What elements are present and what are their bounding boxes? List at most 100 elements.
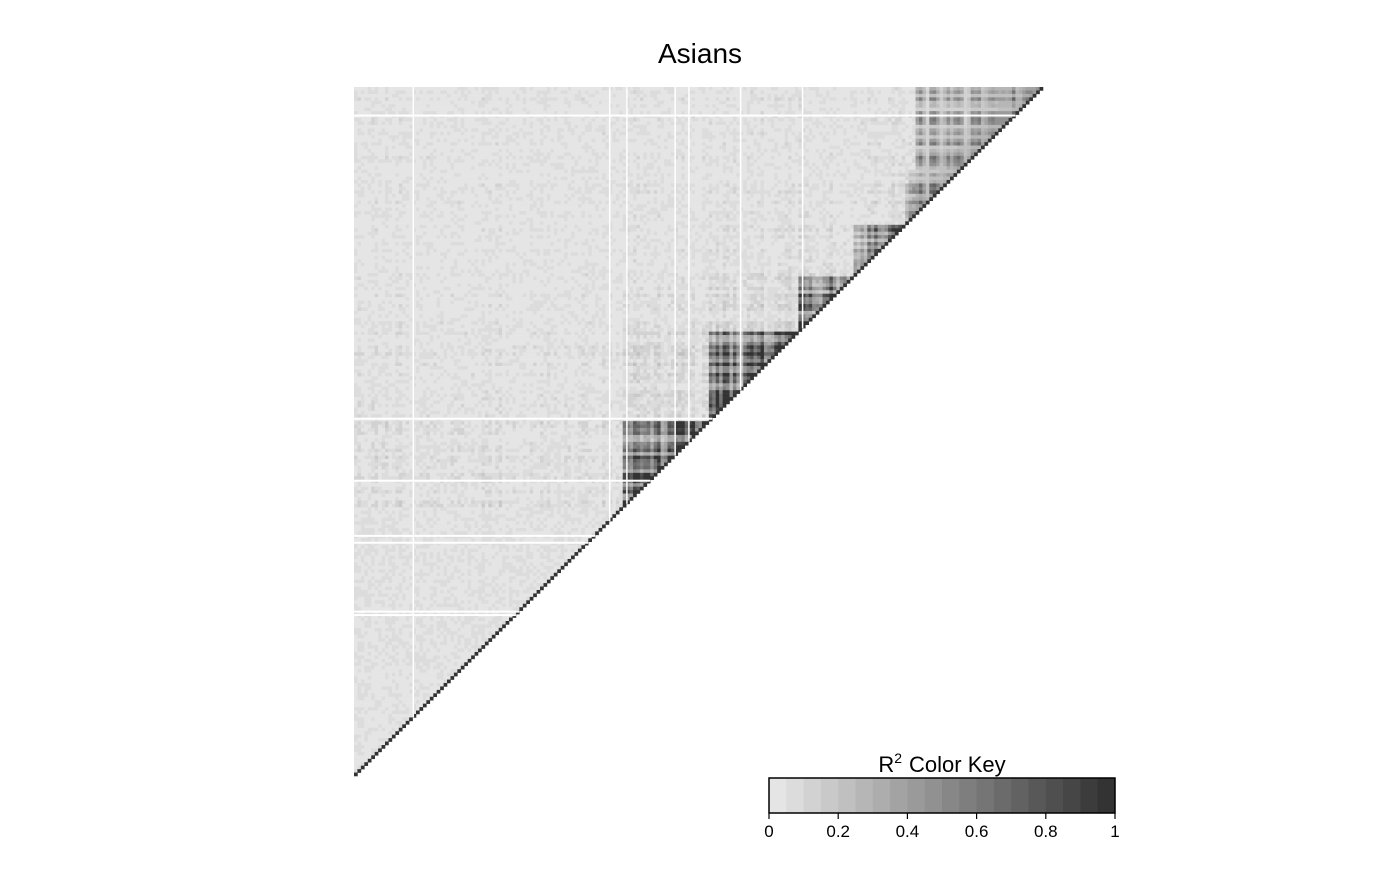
- ld-cell-run: [791, 266, 799, 270]
- ld-cell-run: [815, 166, 820, 170]
- ld-cell-run: [639, 166, 644, 170]
- ld-cell-run: [887, 121, 892, 126]
- ld-cell-run: [874, 224, 878, 229]
- ld-cell-run: [794, 121, 813, 126]
- ld-cell-run: [639, 87, 665, 91]
- ld-cell-run: [643, 183, 648, 188]
- ld-cell-run: [595, 204, 599, 208]
- ld-cell-run: [774, 279, 779, 284]
- ld-cell-run: [877, 224, 885, 229]
- ld-cell-run: [963, 152, 968, 157]
- ld-cell-run: [936, 111, 940, 115]
- ld-cell-run: [595, 231, 599, 236]
- ld-cell-run: [887, 186, 892, 191]
- ld-cell-run: [595, 238, 613, 243]
- ld-cell-run: [677, 155, 682, 160]
- ld-cell-run: [612, 135, 617, 139]
- ld-cell-run: [805, 149, 810, 153]
- ld-cell-run: [453, 104, 458, 108]
- ld-cell-run: [636, 279, 644, 284]
- ld-cell-run: [664, 200, 668, 205]
- ld-cell-run: [626, 166, 630, 170]
- ld-cell-run: [946, 90, 951, 95]
- ld-cell-run: [629, 159, 634, 164]
- ld-cell-run: [443, 293, 451, 298]
- ld-cell-run: [646, 200, 651, 205]
- ld-cell-run: [743, 224, 751, 229]
- ld-cell-run: [664, 100, 682, 105]
- ld-cell-run: [860, 173, 865, 177]
- ld-cell-run: [825, 214, 830, 219]
- ld-cell-run: [788, 155, 792, 160]
- ld-cell-run: [722, 279, 727, 284]
- ld-cell-run: [839, 162, 854, 167]
- ld-cell-run: [584, 128, 593, 133]
- ld-cell-run: [967, 131, 971, 136]
- ld-cell-run: [867, 231, 872, 236]
- ld-cell-run: [767, 149, 772, 153]
- ld-cell-run: [763, 228, 768, 232]
- ld-cell-run: [478, 128, 489, 133]
- ld-cell-run: [1012, 107, 1020, 112]
- ld-cell-run: [829, 145, 841, 150]
- ld-cell-run: [557, 87, 568, 91]
- ld-cell-run: [832, 235, 851, 239]
- ld-cell-run: [536, 197, 544, 201]
- ld-cell-run: [918, 200, 923, 205]
- ld-cell-run: [1012, 100, 1016, 105]
- ld-cell-run: [784, 276, 792, 281]
- ld-cell-run: [512, 204, 530, 208]
- ld-cell-run: [436, 166, 451, 170]
- ld-cell-run: [863, 176, 906, 181]
- ld-cell-run: [781, 221, 792, 226]
- ld-cell-run: [901, 97, 906, 102]
- ld-cell-run: [946, 180, 951, 184]
- ld-cell-run: [984, 118, 989, 122]
- ld-cell-run: [481, 176, 486, 181]
- ld-cell-run: [612, 131, 617, 136]
- ld-cell-run: [584, 97, 627, 102]
- ld-cell-run: [891, 228, 903, 232]
- ld-cell-run: [726, 90, 730, 95]
- ld-cell-run: [405, 283, 410, 288]
- ld-cell-run: [657, 255, 668, 260]
- ld-cell-run: [512, 104, 544, 108]
- ld-cell-run: [374, 293, 379, 298]
- ld-cell-run: [670, 97, 675, 102]
- ld-cell-run: [674, 97, 679, 102]
- ld-cell-run: [543, 121, 565, 126]
- ld-cell-run: [763, 231, 775, 236]
- ld-cell-run: [529, 207, 534, 212]
- ld-cell-run: [977, 97, 982, 102]
- ld-cell-run: [564, 238, 572, 243]
- ld-cell-run: [495, 228, 499, 232]
- ld-cell-run: [457, 190, 462, 195]
- ld-cell-run: [946, 128, 951, 133]
- ld-cell-run: [777, 273, 785, 277]
- ld-cell-run: [791, 104, 799, 108]
- ld-cell-run: [746, 159, 751, 164]
- ld-cell-run: [657, 248, 665, 253]
- ld-cell-run: [805, 138, 813, 143]
- ld-cell-run: [371, 104, 375, 108]
- ld-cell-run: [798, 162, 810, 167]
- ld-cell-run: [646, 142, 651, 146]
- ld-cell-run: [484, 93, 493, 98]
- ld-cell-run: [791, 231, 803, 236]
- ld-cell-run: [839, 286, 844, 291]
- ld-cell-run: [615, 131, 620, 136]
- ld-cell-run: [581, 97, 586, 102]
- ld-cell-run: [908, 217, 913, 222]
- ld-cell-run: [732, 283, 744, 288]
- ld-cell-run: [980, 138, 985, 143]
- ld-cell-run: [746, 176, 751, 181]
- ld-cell-run: [715, 273, 720, 277]
- ld-cell-run: [426, 180, 431, 184]
- ld-cell-run: [443, 266, 451, 270]
- ld-cell-run: [443, 180, 448, 184]
- ld-cell-run: [591, 197, 617, 201]
- ld-cell-run: [905, 124, 909, 129]
- ld-cell-run: [591, 183, 603, 188]
- ld-cell-run: [398, 207, 417, 212]
- ld-cell-run: [691, 159, 703, 164]
